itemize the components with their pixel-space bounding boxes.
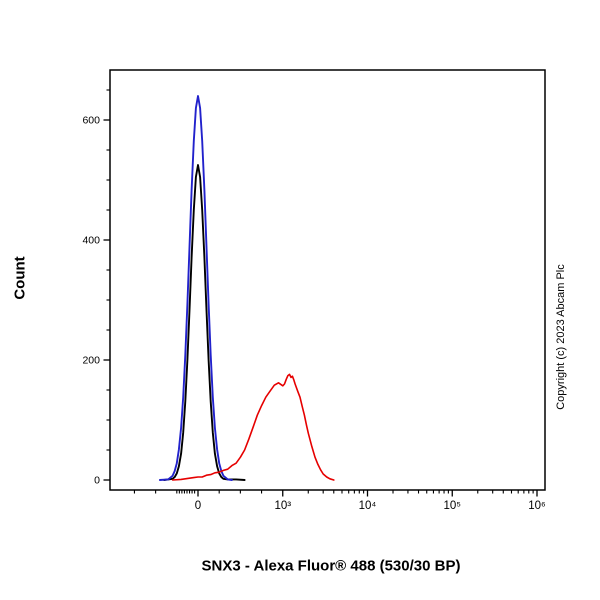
x-tick-label: 10³ — [274, 500, 291, 512]
plot-frame — [109, 69, 546, 491]
y-tick-label: 600 — [82, 115, 100, 127]
y-axis: 0 200 400 600 — [82, 89, 110, 487]
y-tick-label: 0 — [94, 475, 100, 487]
series-black-curve — [163, 164, 246, 481]
x-tick-label: 0 — [195, 500, 201, 512]
x-axis-title: SNX3 - Alexa Fluor® 488 (530/30 BP) — [201, 557, 461, 575]
series-blue-curve — [158, 95, 233, 481]
y-tick-label: 200 — [82, 355, 100, 367]
y-tick-label: 400 — [82, 235, 100, 247]
x-tick-label: 10⁵ — [443, 500, 461, 512]
x-tick-label: 10⁴ — [359, 500, 377, 512]
series-red-curve — [171, 373, 335, 481]
x-axis: 0 10³ 10⁴ 10⁵ 10⁶ — [133, 490, 546, 512]
x-tick-label: 10⁶ — [528, 500, 546, 512]
